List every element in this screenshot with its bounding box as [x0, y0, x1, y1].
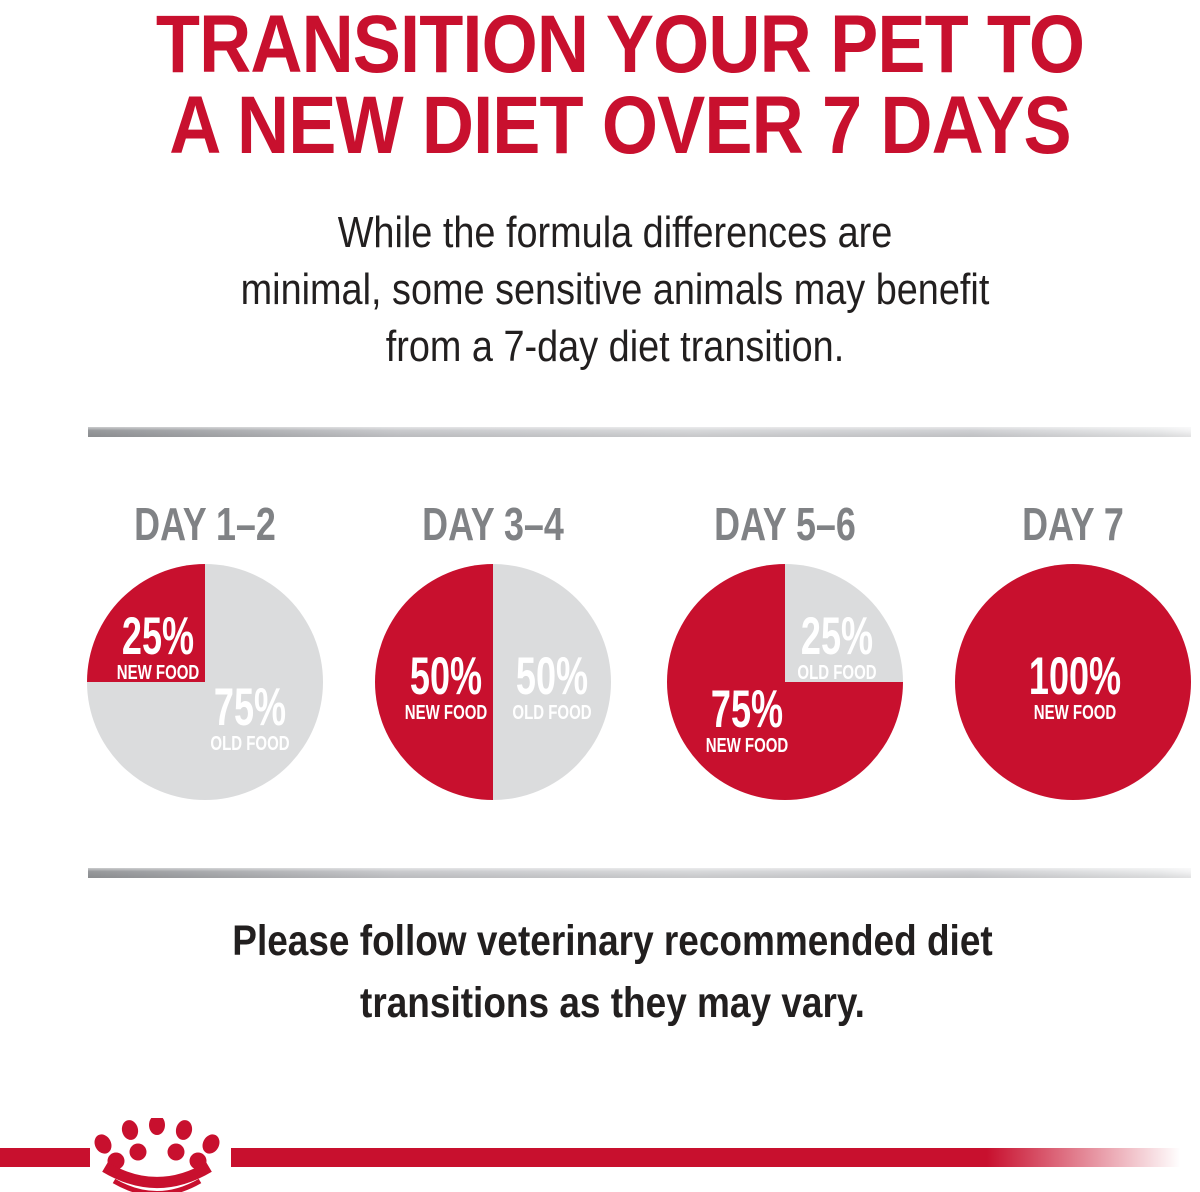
page-title: TRANSITION YOUR PET TO A NEW DIET OVER 7… [110, 0, 1131, 171]
pie-column-day-7: DAY 7 100% NEW FOOD [955, 498, 1191, 800]
old-food-caption: OLD FOOD [512, 702, 592, 725]
veterinary-note: Please follow veterinary recommended die… [107, 910, 1118, 1034]
old-food-percent: 25% [800, 606, 873, 666]
pie-column-day-1-2: DAY 1–2 25% NEW FOOD 75% OLD FOOD [87, 498, 323, 800]
pie-chart-day-5-6: 25% OLD FOOD 75% NEW FOOD [667, 564, 903, 800]
old-food-slice-label: 25% OLD FOOD [784, 606, 890, 684]
new-food-caption: NEW FOOD [705, 735, 789, 758]
divider-top [88, 427, 1191, 437]
new-food-caption: NEW FOOD [116, 661, 200, 684]
intro-text: While the formula differences are minima… [112, 204, 1118, 375]
footer-red-bar-left [0, 1148, 90, 1167]
new-food-percent: 100% [1029, 647, 1122, 707]
intro-line-1: While the formula differences are [337, 208, 893, 257]
new-food-percent: 50% [409, 647, 482, 707]
new-food-caption: NEW FOOD [1034, 702, 1117, 725]
old-food-slice-label: 75% OLD FOOD [197, 677, 303, 755]
royal-canin-crown-logo-icon [94, 1118, 220, 1192]
pie-chart-day-1-2: 25% NEW FOOD 75% OLD FOOD [87, 564, 323, 800]
page-title-line-2: A NEW DIET OVER 7 DAYS [169, 80, 1071, 171]
pie-column-day-3-4: DAY 3–4 50% NEW FOOD 50% OLD FOOD [375, 498, 611, 800]
pie-chart-day-7: 100% NEW FOOD [955, 564, 1191, 800]
divider-bottom [88, 868, 1191, 878]
old-food-caption: OLD FOOD [797, 661, 877, 684]
day-range-label: DAY 1–2 [134, 498, 276, 550]
new-food-slice-label: 50% NEW FOOD [391, 647, 501, 725]
pie-column-day-5-6: DAY 5–6 25% OLD FOOD 75% NEW FOOD [667, 498, 903, 800]
note-line-2: transitions as they may vary. [360, 979, 865, 1027]
new-food-percent: 25% [121, 606, 194, 666]
day-range-label: DAY 5–6 [714, 498, 856, 550]
pie-chart-day-3-4: 50% NEW FOOD 50% OLD FOOD [375, 564, 611, 800]
new-food-slice-label: 25% NEW FOOD [103, 606, 213, 684]
new-food-slice-label: 100% NEW FOOD [1008, 647, 1144, 725]
day-range-label: DAY 7 [1022, 498, 1124, 550]
new-food-percent: 75% [711, 680, 784, 740]
old-food-percent: 75% [213, 677, 286, 737]
intro-line-3: from a 7-day diet transition. [385, 322, 845, 371]
intro-line-2: minimal, some sensitive animals may bene… [240, 265, 990, 314]
page-title-line-1: TRANSITION YOUR PET TO [155, 0, 1085, 90]
day-range-label: DAY 3–4 [422, 498, 564, 550]
footer-red-bar-right [231, 1148, 1200, 1167]
old-food-slice-label: 50% OLD FOOD [499, 647, 605, 725]
new-food-caption: NEW FOOD [404, 702, 488, 725]
old-food-caption: OLD FOOD [210, 732, 290, 755]
new-food-slice-label: 75% NEW FOOD [692, 680, 802, 758]
note-line-1: Please follow veterinary recommended die… [232, 917, 993, 965]
old-food-percent: 50% [515, 647, 589, 707]
